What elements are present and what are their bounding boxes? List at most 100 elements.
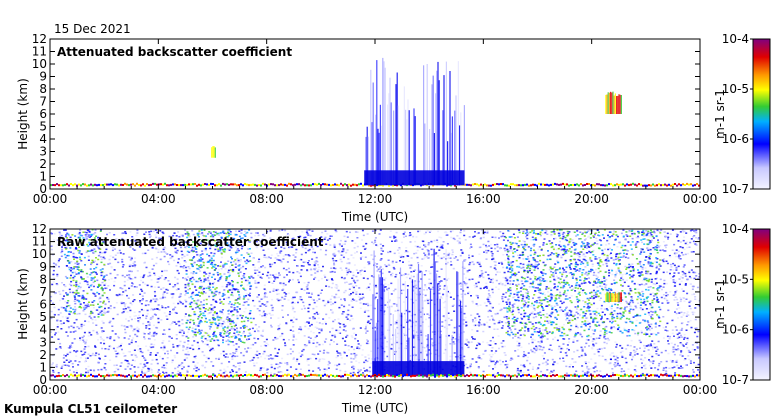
heatmap-speck [662, 241, 665, 243]
heatmap-speck [305, 286, 308, 288]
heatmap-speck [60, 367, 63, 369]
heatmap-speck [292, 336, 295, 338]
heatmap-speck [118, 353, 121, 355]
heatmap-speck [256, 246, 258, 249]
heatmap-speck [70, 325, 73, 327]
heatmap-speck [373, 297, 376, 300]
heatmap-speck [259, 369, 262, 371]
heatmap-surface [264, 183, 266, 186]
heatmap-speck [583, 229, 586, 232]
heatmap-speck [567, 232, 570, 235]
heatmap-streak [372, 82, 374, 186]
heatmap-speck [695, 229, 698, 232]
heatmap-speck [490, 247, 493, 249]
heatmap-speck [324, 236, 327, 239]
heatmap-speck [180, 331, 183, 334]
heatmap-speck [691, 285, 694, 288]
heatmap-speck [364, 359, 367, 362]
heatmap-speck [182, 331, 185, 333]
heatmap-speck [627, 241, 630, 243]
heatmap-speck [519, 370, 522, 372]
heatmap-speck [513, 295, 516, 298]
heatmap-speck [379, 266, 382, 268]
heatmap-speck [615, 343, 618, 346]
heatmap-speck [141, 351, 144, 354]
heatmap-speck [577, 312, 580, 315]
heatmap-speck [165, 288, 168, 291]
heatmap-speck [361, 298, 363, 300]
heatmap-speck [540, 301, 543, 303]
heatmap-speck [252, 362, 255, 364]
heatmap-speck [276, 352, 279, 354]
heatmap-speck [89, 314, 92, 317]
heatmap-speck [504, 259, 507, 261]
heatmap-speck [269, 277, 272, 279]
heatmap-speck [352, 271, 355, 274]
heatmap-speck [482, 370, 485, 373]
heatmap-speck [419, 325, 422, 327]
heatmap-speck [698, 357, 700, 359]
heatmap-speck [236, 355, 239, 357]
colorbar-gradient [752, 38, 771, 190]
heatmap-speck [605, 332, 608, 335]
heatmap-speck [491, 288, 494, 291]
heatmap-speck [452, 267, 455, 270]
heatmap-speck [564, 232, 567, 234]
heatmap-speck [67, 352, 70, 354]
heatmap-speck [696, 342, 698, 344]
heatmap-speck [490, 315, 493, 317]
heatmap-surface [262, 182, 264, 185]
heatmap-surface [698, 184, 700, 187]
heatmap-speck [298, 259, 301, 261]
heatmap-speck [545, 313, 548, 315]
heatmap-streak [379, 104, 381, 186]
heatmap-speck [166, 292, 169, 294]
heatmap-speck [648, 314, 651, 316]
heatmap-speck [664, 250, 667, 252]
heatmap-speck [157, 286, 160, 288]
heatmap-speck [489, 344, 492, 346]
heatmap-speck [59, 320, 62, 322]
heatmap-speck [64, 355, 67, 357]
heatmap-speck [689, 307, 692, 310]
heatmap-speck [698, 276, 700, 278]
heatmap-speck [170, 293, 173, 295]
heatmap-speck [219, 312, 222, 314]
heatmap-speck [314, 326, 317, 328]
heatmap-speck [485, 249, 487, 252]
heatmap-speck [431, 288, 434, 290]
heatmap-surface [512, 183, 514, 186]
heatmap-speck [300, 258, 303, 261]
heatmap-speck [160, 258, 163, 260]
heatmap-speck [123, 337, 126, 339]
heatmap-speck [552, 274, 555, 276]
x-tick-label: 00:00 [33, 192, 68, 206]
heatmap-speck [258, 271, 261, 273]
heatmap-speck [185, 241, 188, 243]
heatmap-speck [503, 247, 506, 250]
heatmap-speck [603, 335, 606, 338]
heatmap-surface [90, 183, 92, 186]
heatmap-speck [382, 250, 384, 252]
heatmap-surface [290, 183, 292, 186]
heatmap-speck [382, 245, 385, 247]
heatmap-speck [597, 351, 600, 353]
heatmap-speck [99, 301, 102, 303]
heatmap-speck [105, 274, 108, 276]
heatmap-speck [350, 335, 353, 337]
heatmap-speck [227, 237, 230, 239]
heatmap-speck [323, 349, 326, 352]
heatmap-speck [538, 363, 541, 366]
heatmap-streak [213, 146, 215, 158]
heatmap-speck [424, 286, 427, 288]
heatmap-speck [221, 285, 224, 288]
heatmap-speck [481, 272, 484, 275]
y-tick-label: 6 [39, 107, 47, 121]
heatmap-speck [504, 364, 507, 366]
heatmap-speck [110, 278, 113, 280]
heatmap-speck [439, 257, 442, 259]
heatmap-surface [150, 183, 152, 186]
heatmap-speck [560, 272, 563, 274]
heatmap-speck [351, 282, 353, 285]
heatmap-speck [109, 359, 112, 361]
